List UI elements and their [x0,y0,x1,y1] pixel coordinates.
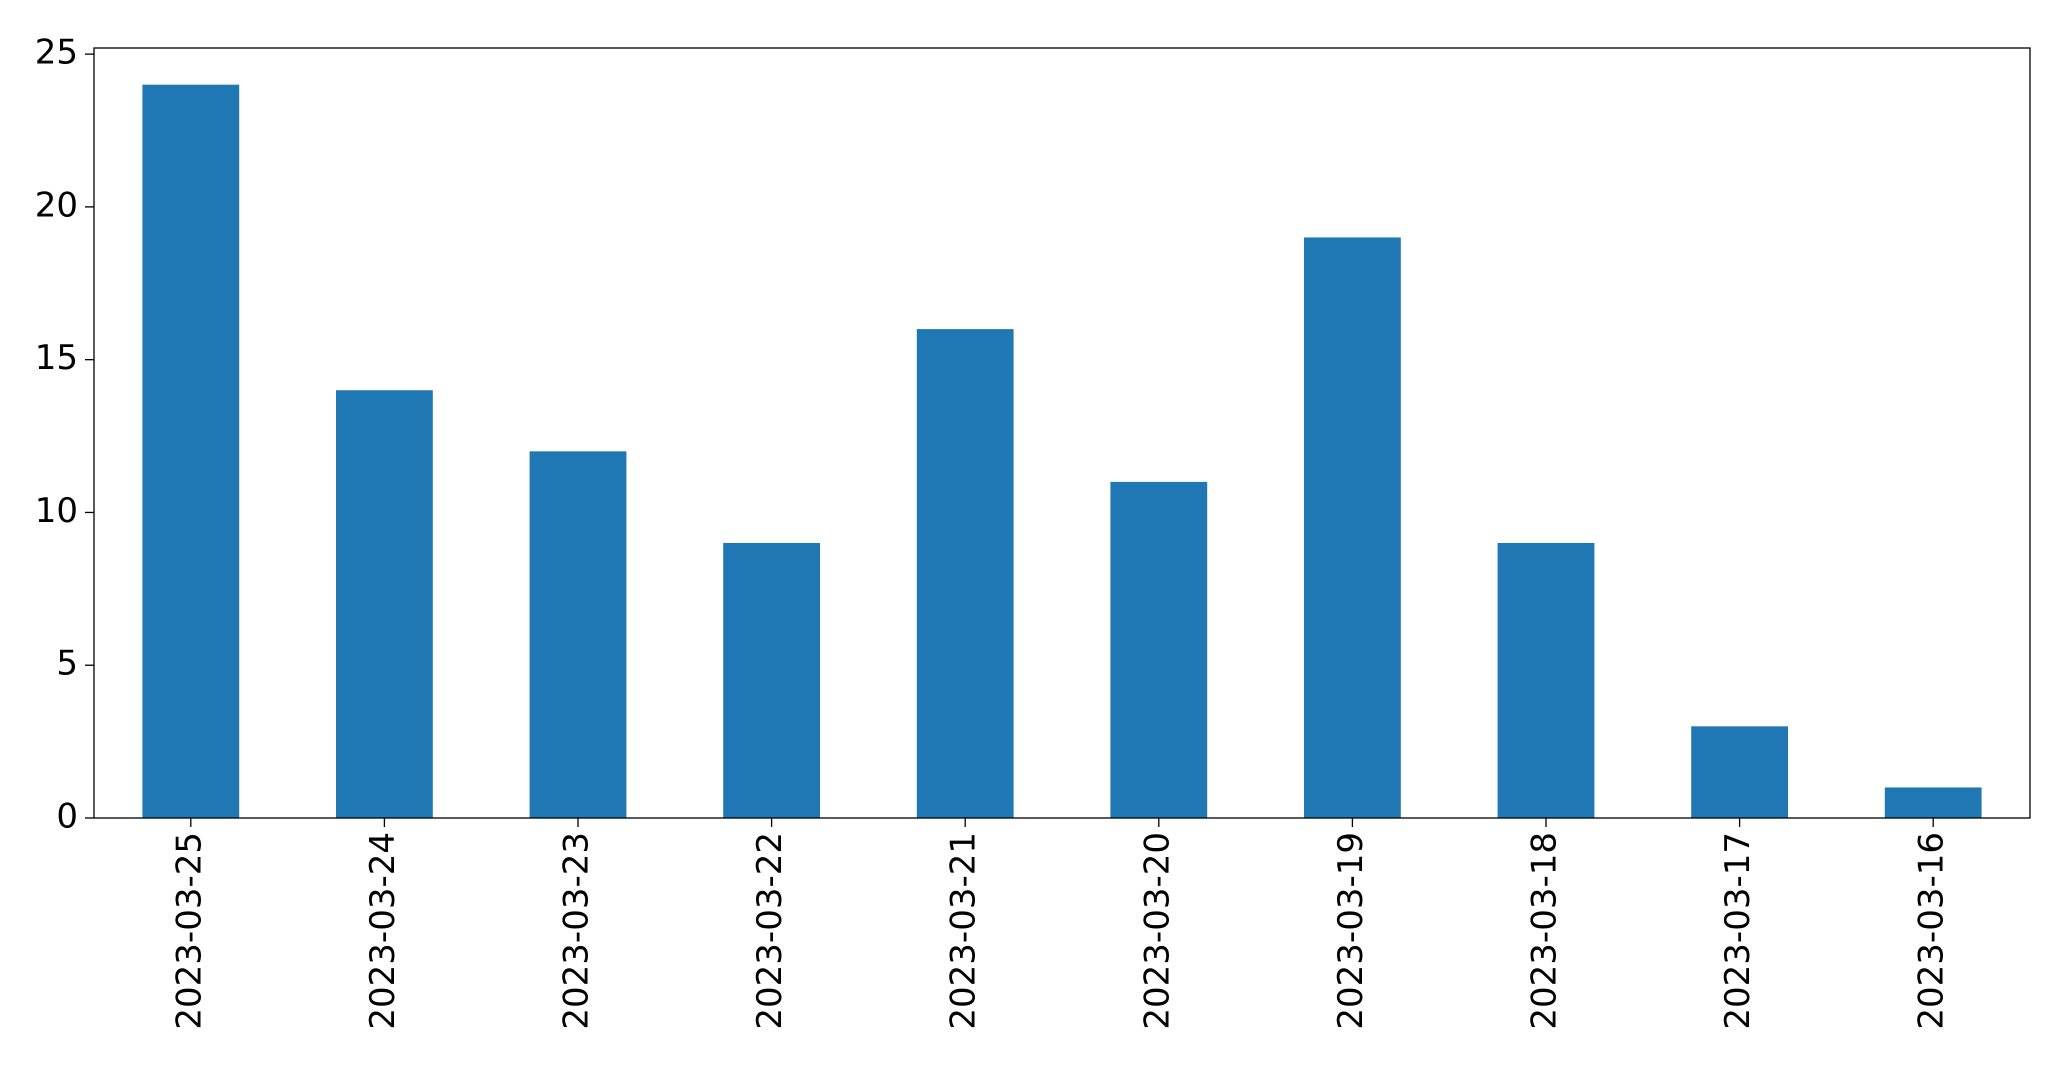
x-tick-label: 2023-03-24 [363,832,403,1030]
bar [1884,787,1982,818]
bar [336,390,433,818]
bar [1110,481,1208,818]
bar [1691,726,1788,818]
x-tick-label: 2023-03-21 [944,832,984,1030]
plot-frame [93,47,2031,819]
y-tick-label: 20 [35,185,78,225]
x-tick-label: 2023-03-20 [1137,832,1177,1030]
bar [1497,543,1595,818]
x-tick-label: 2023-03-18 [1525,832,1565,1030]
x-tick-label: 2023-03-16 [1912,832,1952,1030]
bar [529,451,627,818]
x-tick-label: 2023-03-17 [1718,832,1758,1030]
y-tick-label: 10 [35,491,78,531]
y-tick-label: 25 [35,33,78,73]
y-tick-label: 0 [56,797,78,837]
x-tick-label: 2023-03-25 [169,832,209,1030]
x-tick-label: 2023-03-23 [557,832,597,1030]
x-tick-label: 2023-03-19 [1331,832,1371,1030]
y-tick-label: 15 [35,338,78,378]
bar [723,543,820,818]
bar [1304,237,1401,818]
y-tick-label: 5 [56,644,78,684]
bar [142,84,240,818]
bar [916,329,1014,818]
x-tick-label: 2023-03-22 [750,832,790,1030]
